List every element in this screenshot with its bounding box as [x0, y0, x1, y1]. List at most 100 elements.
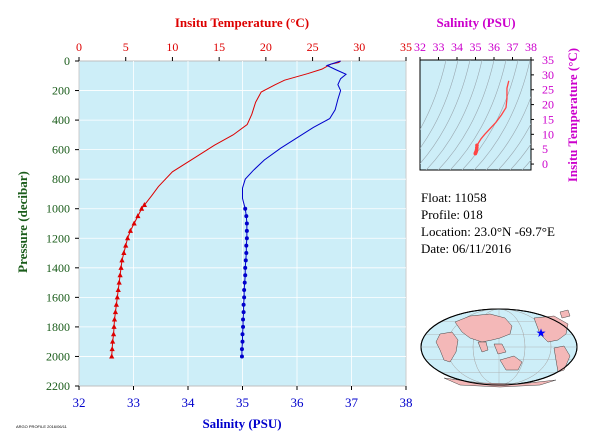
map-land: [435, 309, 571, 388]
profile-value: 018: [463, 207, 483, 222]
temperature-point: [109, 346, 115, 352]
temperature-point: [116, 279, 122, 285]
top-axis-label: Insitu Temperature (°C): [175, 15, 309, 30]
bottom-tick-label: 35: [236, 395, 249, 410]
temperature-point: [141, 202, 147, 208]
ts-x-tick-label: 34: [451, 40, 463, 54]
salinity-point: [244, 221, 249, 226]
ts-right-axis-label: Insitu Temperature (°C): [565, 48, 580, 182]
bottom-axis-label: Salinity (PSU): [202, 416, 281, 431]
left-tick-label: 800: [52, 172, 70, 186]
salinity-point: [239, 354, 244, 359]
ts-y-tick-label: 0: [542, 157, 548, 171]
left-tick-label: 1000: [46, 202, 70, 216]
temperature-point: [117, 272, 123, 278]
left-tick-label: 600: [52, 143, 70, 157]
density-contour: [524, 40, 594, 180]
temperature-point: [135, 213, 141, 219]
temperature-point: [118, 264, 124, 270]
salinity-point: [239, 347, 244, 352]
top-tick-label: 25: [307, 40, 319, 54]
density-contour: [437, 60, 495, 170]
main-ticks: 0 5 10 15 20 25 30 35 32 33 34 35 36 37 38 0 200 400 600 80…: [46, 40, 413, 410]
date-value: 06/11/2016: [452, 241, 512, 256]
ts-y-tick-label: 25: [542, 83, 554, 97]
left-tick-label: 1400: [46, 261, 70, 275]
world-map: ★: [420, 308, 578, 388]
salinity-point: [244, 243, 249, 248]
temperature-point: [113, 301, 119, 307]
density-contour: [420, 60, 471, 165]
temperature-point: [112, 309, 119, 315]
salinity-point: [244, 251, 249, 256]
top-tick-label: 30: [353, 40, 365, 54]
bottom-tick-label: 34: [182, 395, 196, 410]
date-label: Date:: [421, 241, 450, 256]
temperature-point: [121, 250, 127, 256]
density-contour: [420, 60, 447, 130]
salinity-point: [244, 236, 249, 241]
top-tick-label: 10: [166, 40, 178, 54]
top-tick-label: 5: [123, 40, 129, 54]
temperature-point: [111, 323, 117, 329]
temperature-point: [124, 235, 131, 241]
density-contour: [497, 123, 531, 170]
salinity-point: [242, 280, 247, 285]
ts-x-tick-label: 33: [433, 40, 445, 54]
ts-x-tick-label: 38: [525, 40, 537, 54]
temperature-point: [119, 257, 125, 263]
ts-y-tick-label: 15: [542, 112, 554, 126]
salinity-point: [242, 295, 247, 300]
density-contour: [425, 60, 483, 170]
salinity-point: [244, 228, 249, 233]
temperature-point: [109, 353, 115, 359]
location-value: 23.0°N -69.7°E: [474, 224, 555, 239]
density-contour: [420, 60, 459, 149]
salinity-point: [243, 206, 248, 211]
salinity-point: [242, 287, 247, 292]
temperature-point: [138, 205, 145, 211]
left-tick-label: 400: [52, 113, 70, 127]
ts-y-tick-label: 5: [542, 142, 548, 156]
main-profile-chart: 0 5 10 15 20 25 30 35 32 33 34 35 36 37 38 0 200 400 600 80…: [15, 15, 413, 431]
left-tick-label: 1600: [46, 290, 70, 304]
top-tick-label: 0: [76, 40, 82, 54]
bottom-tick-label: 37: [345, 395, 359, 410]
top-tick-label: 15: [213, 40, 225, 54]
salinity-point: [241, 317, 246, 322]
temperature-point: [127, 227, 133, 233]
density-contour: [485, 95, 531, 170]
ts-x-tick-label: 35: [470, 40, 482, 54]
info-profile: Profile: 018: [421, 207, 483, 223]
temperature-point: [110, 331, 117, 337]
bottom-tick-label: 36: [291, 395, 305, 410]
density-contour: [509, 143, 531, 170]
left-axis-label: Pressure (decibar): [15, 171, 30, 273]
top-tick-label: 35: [400, 40, 412, 54]
left-tick-label: 1200: [46, 231, 70, 245]
float-value: 11058: [454, 190, 487, 205]
top-tick-label: 20: [260, 40, 272, 54]
map-outline: [420, 308, 578, 386]
ts-series: [473, 80, 510, 156]
salinity-point: [241, 310, 246, 315]
info-date: Date: 06/11/2016: [421, 241, 511, 257]
ts-point: [473, 151, 478, 156]
profile-label: Profile:: [421, 207, 460, 222]
left-tick-label: 2200: [46, 379, 70, 393]
salinity-point: [240, 332, 245, 337]
salinity-point: [243, 273, 248, 278]
location-label: Location:: [421, 224, 471, 239]
info-location: Location: 23.0°N -69.7°E: [421, 224, 555, 240]
density-contour: [521, 159, 531, 170]
salinity-point: [243, 258, 248, 263]
ts-x-tick-label: 37: [507, 40, 519, 54]
main-series: [109, 60, 347, 359]
ts-y-tick-label: 10: [542, 127, 554, 141]
temperature-point: [111, 316, 118, 322]
float-label: Float:: [421, 190, 452, 205]
ts-y-tick-label: 20: [542, 98, 554, 112]
salinity-point: [241, 302, 246, 307]
temperature-point: [115, 286, 121, 292]
salinity-point: [241, 324, 246, 329]
